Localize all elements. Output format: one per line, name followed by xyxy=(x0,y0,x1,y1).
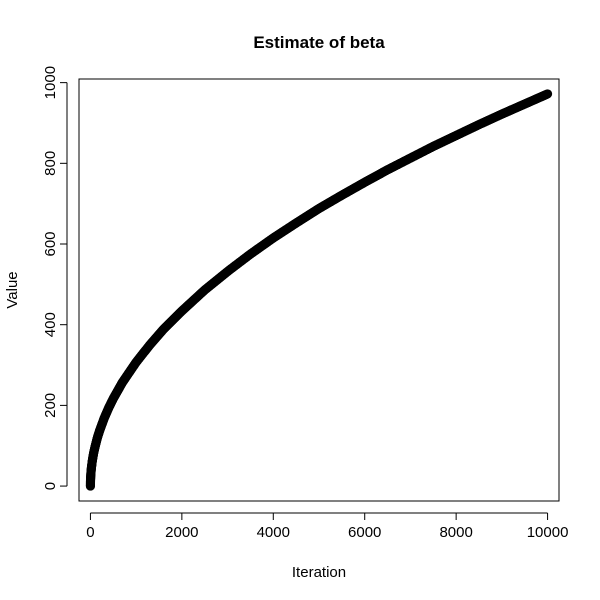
chart-title: Estimate of beta xyxy=(253,33,385,52)
y-axis-label: Value xyxy=(4,271,21,308)
y-tick-label: 1000 xyxy=(42,66,59,99)
x-axis-label: Iteration xyxy=(292,564,346,581)
x-tick-label: 4000 xyxy=(257,524,290,541)
y-tick-label: 800 xyxy=(42,151,59,176)
x-tick-label: 10000 xyxy=(527,524,569,541)
x-tick-label: 0 xyxy=(86,524,94,541)
data-point xyxy=(542,89,552,99)
y-tick-label: 400 xyxy=(42,312,59,337)
y-axis: 0 200 400 600 800 1000 xyxy=(42,66,68,490)
y-tick-label: 200 xyxy=(42,393,59,418)
y-tick-label: 0 xyxy=(42,482,59,490)
x-axis: 0 2000 4000 6000 8000 10000 xyxy=(86,512,569,541)
plot-frame xyxy=(78,78,560,502)
x-tick-label: 2000 xyxy=(165,524,198,541)
x-tick-label: 6000 xyxy=(348,524,381,541)
x-tick-label: 8000 xyxy=(439,524,472,541)
data-points xyxy=(85,89,553,491)
y-tick-label: 600 xyxy=(42,231,59,256)
